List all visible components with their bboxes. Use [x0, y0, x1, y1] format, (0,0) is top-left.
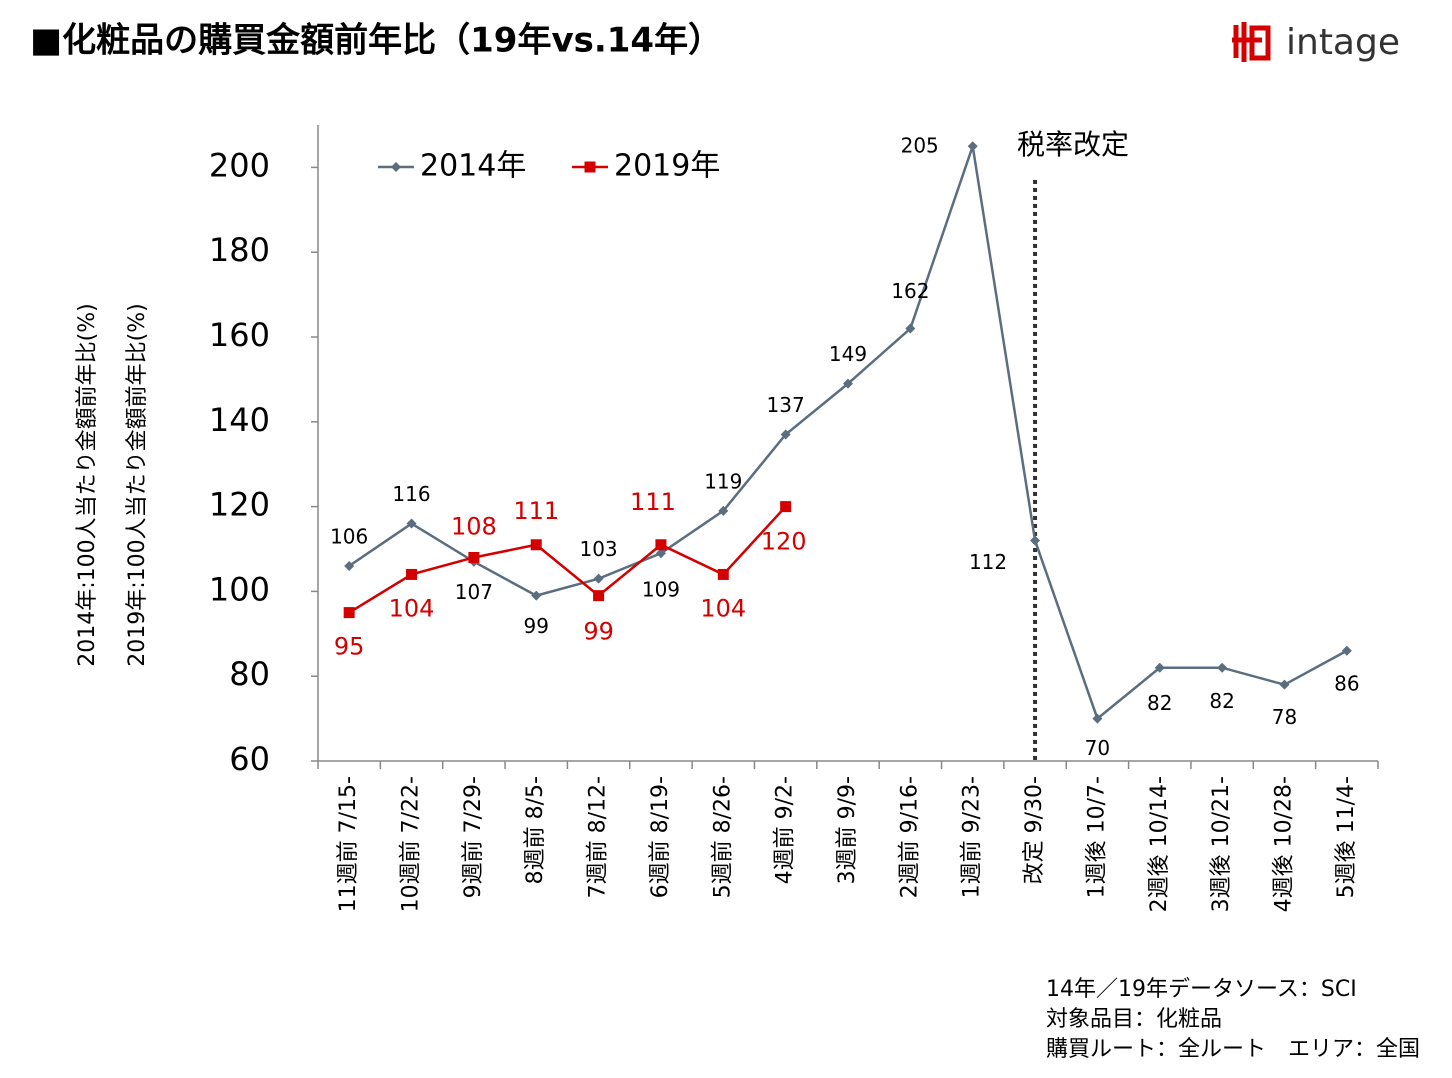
x-tick-label: 1週前 9/23- [960, 776, 985, 898]
logo: intage [1232, 22, 1400, 63]
x-tick-label: 7週前 8/12- [586, 776, 611, 898]
x-tick-label: 3週前 9/9- [835, 776, 860, 884]
marker [780, 429, 791, 440]
marker [530, 539, 542, 551]
y-tick-label: 120 [209, 486, 270, 524]
marker [468, 551, 480, 563]
marker [1092, 713, 1103, 724]
marker [593, 590, 605, 602]
x-tick-label: 改定 9/30- [1022, 776, 1047, 884]
source-note: 14年／19年データソース：SCI [1046, 977, 1357, 1002]
chart-title: ■化粧品の購買金額前年比（19年vs.14年） [30, 21, 722, 61]
data-label: 162 [891, 279, 929, 303]
x-tick-label: 1週後 10/7- [1084, 776, 1109, 898]
y-tick-label: 160 [209, 316, 270, 354]
data-label: 119 [704, 469, 742, 493]
marker [967, 141, 978, 152]
data-label: 104 [389, 594, 435, 622]
data-label: 111 [513, 497, 559, 525]
x-tick-label: 4週前 9/2- [773, 776, 798, 884]
source-note: 対象品目：化粧品 [1046, 1007, 1222, 1032]
series-line [348, 145, 1348, 721]
data-label: 86 [1334, 671, 1359, 695]
marker [391, 162, 401, 172]
marker [406, 568, 418, 580]
marker [531, 590, 542, 601]
x-tick-label: 5週後 11/4- [1334, 776, 1359, 898]
data-label: 149 [829, 342, 867, 366]
y-tick-label: 80 [229, 655, 270, 693]
y-tick-label: 60 [229, 740, 270, 778]
marker [655, 539, 667, 551]
x-tick-label: 2週前 9/16- [897, 776, 922, 898]
marker [1279, 679, 1290, 690]
logo-icon [1232, 22, 1271, 62]
x-tick-label: 3週後 10/21- [1209, 776, 1234, 912]
annotation: 税率改定 [1017, 128, 1129, 161]
data-label: 109 [642, 578, 680, 602]
data-label: 82 [1147, 691, 1172, 715]
y-tick-label: 100 [209, 570, 270, 608]
x-tick-label: 10週前 7/22- [399, 776, 424, 912]
data-label: 78 [1272, 705, 1297, 729]
y-tick-label: 180 [209, 231, 270, 269]
x-tick-label: 11週前 7/15- [336, 776, 361, 912]
marker [1030, 535, 1041, 546]
marker [843, 378, 853, 389]
data-label: 82 [1209, 689, 1234, 713]
legend-label: 2019年 [614, 149, 720, 184]
source-note: 購買ルート：全ルート エリア：全国 [1046, 1037, 1420, 1062]
marker [1341, 645, 1352, 656]
marker [406, 518, 417, 529]
marker [1217, 662, 1228, 673]
x-tick-label: 9週前 7/29- [461, 776, 486, 898]
data-label: 111 [630, 488, 676, 516]
marker [593, 573, 604, 584]
marker [905, 323, 916, 334]
marker [655, 548, 666, 559]
logo-text: intage [1286, 22, 1400, 63]
marker [1154, 662, 1165, 673]
x-tick-label: 8週前 8/5- [523, 776, 548, 884]
data-label: 103 [579, 537, 617, 561]
marker [717, 568, 729, 580]
marker [780, 501, 792, 513]
y-tick-label: 140 [209, 401, 270, 439]
y-axis-label: 2019年:100人当たり金額前年比(%) [125, 303, 150, 666]
data-label: 99 [524, 614, 549, 638]
data-label: 104 [700, 594, 746, 622]
y-axis-label: 2014年:100人当たり金額前年比(%) [75, 303, 100, 666]
x-tick-label: 6週前 8/19- [648, 776, 673, 898]
data-label: 205 [901, 134, 939, 158]
series-line [348, 505, 787, 614]
data-label: 95 [334, 633, 365, 661]
y-tick-label: 200 [209, 146, 270, 184]
legend-label: 2014年 [420, 149, 526, 184]
x-tick-label: 4週後 10/28- [1271, 776, 1296, 912]
data-label: 106 [330, 524, 368, 548]
marker [343, 607, 355, 619]
data-label: 108 [451, 512, 497, 540]
data-label: 116 [392, 482, 430, 506]
data-label: 120 [761, 528, 807, 556]
data-label: 70 [1085, 736, 1110, 760]
data-label: 137 [767, 393, 805, 417]
data-label: 107 [455, 580, 493, 604]
data-label: 99 [583, 618, 614, 646]
marker [584, 161, 596, 173]
x-tick-label: 5週前 8/26- [710, 776, 735, 898]
marker [344, 560, 355, 571]
data-label: 112 [969, 550, 1007, 574]
marker [718, 505, 729, 516]
x-tick-label: 2週後 10/14- [1147, 776, 1172, 912]
